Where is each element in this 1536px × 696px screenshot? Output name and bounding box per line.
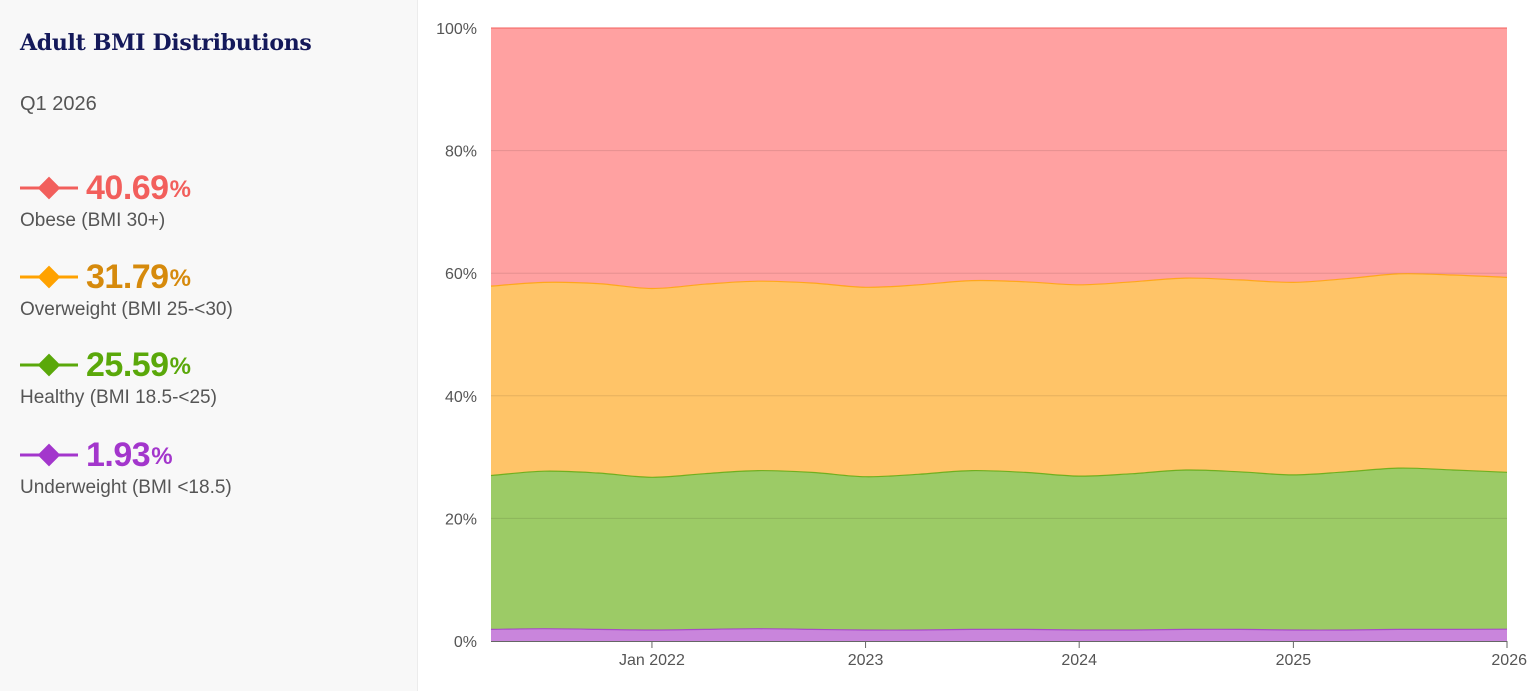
x-tick-label: 2024 [1061,652,1097,669]
legend-item-overweight[interactable]: 31.79 % Overweight (BMI 25-<30) [20,257,233,321]
y-tick-label: 80% [445,144,477,161]
y-tick-label: 100% [436,21,477,38]
diamond-line-marker-icon [20,176,78,200]
diamond-line-marker-icon [20,265,78,289]
legend-label-overweight: Overweight (BMI 25-<30) [20,299,233,320]
series-line-overweight [490,273,1508,290]
x-tick-label: Jan 2022 [619,652,685,669]
x-tick-label: 2025 [1276,652,1312,669]
legend-value-underweight: 1.93 [86,435,151,474]
legend-label-obese: Obese (BMI 30+) [20,210,166,231]
series-line-healthy [490,467,1508,478]
y-tick-label: 60% [445,266,477,283]
gridlines [491,150,1507,519]
chart-subtitle: Q1 2026 [20,93,97,115]
legend-item-underweight[interactable]: 1.93 % Underweight (BMI <18.5) [20,435,232,499]
legend-item-healthy[interactable]: 25.59 % Healthy (BMI 18.5-<25) [20,345,217,409]
legend-value-overweight: 31.79 [86,257,169,296]
legend-item-obese[interactable]: 40.69 % Obese (BMI 30+) [20,168,191,232]
legend-value-healthy: 25.59 [86,345,169,384]
y-axis: 0% 20% 40% 60% 80% 100% [436,21,477,651]
x-axis: Jan 2022 2023 2024 2025 2026 [491,641,1527,669]
chart-title: Adult BMI Distributions [20,30,312,56]
y-tick-label: 40% [445,389,477,406]
diamond-line-marker-icon [20,443,78,467]
area-layers [491,28,1507,641]
legend-label-healthy: Healthy (BMI 18.5-<25) [20,387,217,408]
legend-unit-overweight: % [169,265,191,292]
legend-unit-healthy: % [169,353,191,380]
sidebar: Adult BMI Distributions Q1 2026 40.69 % … [0,0,418,691]
series-line-underweight [490,628,1508,631]
legend-value-obese: 40.69 [86,168,169,207]
stacked-area-chart: 0% 20% 40% 60% 80% 100% Jan 2022 2023 2024 2025 20… [436,21,1527,669]
y-tick-label: 0% [454,634,477,651]
diamond-line-marker-icon [20,353,78,377]
legend-unit-underweight: % [151,443,173,470]
chart-area: 0% 20% 40% 60% 80% 100% Jan 2022 2023 2024 2025 20… [419,0,1536,691]
area-healthy[interactable] [491,468,1507,631]
y-tick-label: 20% [445,511,477,528]
x-tick-label: 2023 [848,652,884,669]
series-lines [490,27,1508,631]
x-tick-label: 2026 [1491,652,1527,669]
legend-unit-obese: % [169,176,191,203]
area-underweight[interactable] [491,628,1507,641]
area-obese[interactable] [491,28,1507,289]
area-overweight[interactable] [491,273,1507,478]
legend-label-underweight: Underweight (BMI <18.5) [20,477,232,498]
